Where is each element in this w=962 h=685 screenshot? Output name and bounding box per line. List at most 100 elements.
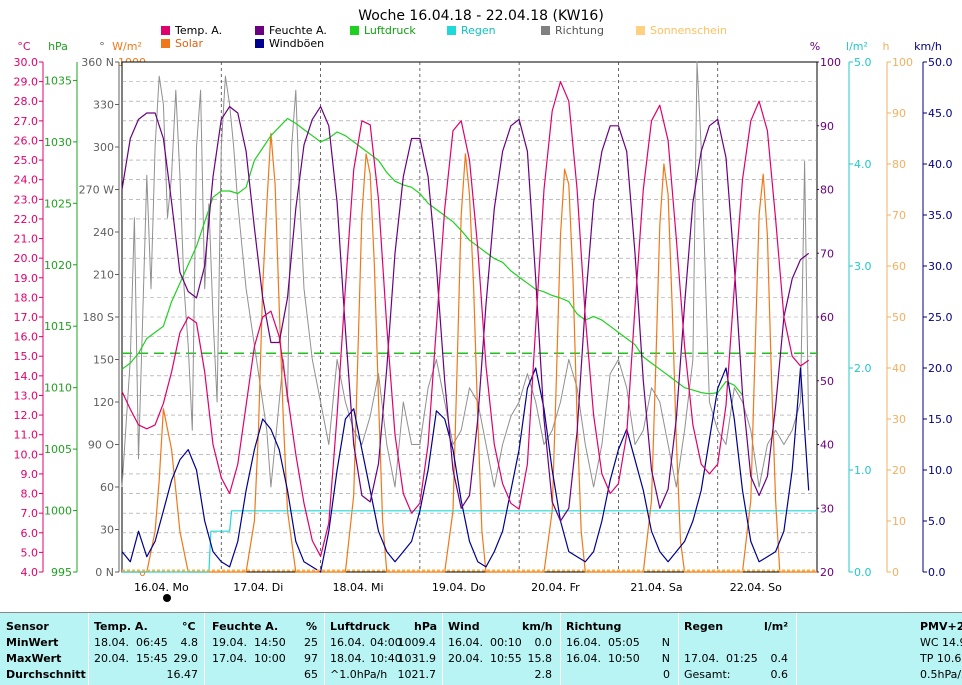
series-line-temp-a- [121, 80, 810, 557]
axis-tick-label: 14.0 [14, 370, 39, 383]
axis-tick-label: 6.0 [21, 527, 39, 540]
stats-press-date: 18.04. [330, 652, 365, 665]
axis-tick-label: 0 [892, 566, 899, 579]
axis-tick-label: 100 [892, 56, 913, 69]
axis-tick-label: 28.0 [14, 95, 39, 108]
axis-tick-label: 90 [892, 107, 906, 120]
stats-press-time: 10:40 [370, 652, 402, 665]
stats-pmv-value: 0.5hPa/3 [920, 668, 962, 681]
axis-tick-label: 26.0 [14, 134, 39, 147]
axis-tick-label: 25.0 [14, 154, 39, 167]
axis-tick-label: 80 [820, 184, 834, 197]
axis-tick-label: 30.0 [14, 56, 39, 69]
axis-tick-label: 10.0 [14, 448, 39, 461]
stats-dir-time: 10:50 [608, 652, 640, 665]
axis-tick-label: 330 [93, 99, 114, 112]
axis-tick-label: 100 [820, 56, 841, 69]
axis-tick-label: 1000 [44, 505, 72, 518]
axis-tick-label: 20.0 [928, 362, 953, 375]
x-axis-day-label: 17.04. Di [233, 581, 283, 594]
axis-tick-label: 30 [820, 502, 834, 515]
stats-header-rain-unit: l/m² [764, 620, 789, 633]
stats-rain-value: 0.6 [770, 668, 789, 681]
stats-row-label: Durchschnitt [6, 668, 86, 681]
stats-temp-value: 4.8 [180, 636, 199, 649]
axis-tick-label: 180 S [83, 311, 114, 324]
x-axis-labels: 16.04. Mo 17.04. Di 18.04. Mi 19.04. Do 20.0… [134, 581, 782, 602]
axis-tick-label: 210 [93, 269, 114, 282]
stats-row-label: MaxWert [6, 652, 62, 665]
axis-tick-label: 17.0 [14, 311, 39, 324]
stats-press-trend: ^1.0hPa/h [330, 668, 388, 681]
axis-tick-label: 50.0 [928, 56, 953, 69]
axis-unit-label: hPa [48, 40, 68, 53]
stats-wind-value: 15.8 [527, 652, 553, 665]
stats-temp-time: 06:45 [136, 636, 168, 649]
axis-tick-label: 1015 [44, 320, 72, 333]
legend-swatch [350, 26, 359, 35]
stats-hum-value: 97 [304, 652, 318, 665]
stats-press-value: 1031.9 [397, 652, 437, 665]
legend-label: Feuchte A. [269, 24, 327, 37]
stats-dir-date: 16.04. [566, 636, 601, 649]
x-axis-day-label: 18.04. Mi [333, 581, 384, 594]
stats-wind-date: 20.04. [448, 652, 483, 665]
legend-label: Regen [461, 24, 496, 37]
axis-tick-label: 20.0 [14, 252, 39, 265]
legend-label: Windböen [269, 37, 324, 50]
axis-tick-label: 90 O [88, 439, 114, 452]
axis-unit-label: h [883, 40, 890, 53]
legend-label: Richtung [555, 24, 604, 37]
axis-tick-label: 240 [93, 226, 114, 239]
statistics-panel: Sensor Temp. A. °C Feuchte A. % Luftdruc… [0, 612, 962, 685]
axis-tick-label: 27.0 [14, 115, 39, 128]
axis-tick-label: 0 N [95, 566, 114, 579]
legend-swatch [161, 26, 170, 35]
chart-title: Woche 16.04.18 - 22.04.18 (KW16) [358, 8, 604, 24]
stats-header-wind: Wind [448, 620, 480, 633]
x-axis-day-label: 16.04. Mo [134, 581, 189, 594]
axis-tick-label: 80 [892, 158, 906, 171]
axis-tick-label: 40 [820, 439, 834, 452]
stats-hum-time: 10:00 [254, 652, 286, 665]
stats-hum-time: 14:50 [254, 636, 286, 649]
x-axis-day-label: 22.04. So [730, 581, 782, 594]
axis-tick-label: 23.0 [14, 193, 39, 206]
axis-tick-label: 1030 [44, 136, 72, 149]
stats-header-temp-unit: °C [182, 620, 196, 633]
axis-tick-label: 995 [51, 566, 72, 579]
axis-tick-label: 12.0 [14, 409, 39, 422]
axis-tick-label: 3.0 [854, 260, 872, 273]
axis-tick-label: 1.0 [854, 464, 872, 477]
axis-tick-label: 1025 [44, 197, 72, 210]
legend-swatch [447, 26, 456, 35]
series-line-windb-en [121, 367, 810, 573]
axis-unit-label: W/m² [112, 40, 142, 53]
axis-tick-label: 40 [892, 362, 906, 375]
axis-tick-label: 5.0 [854, 56, 872, 69]
series-line-richtung [121, 61, 810, 488]
stats-hum-value: 65 [304, 668, 318, 681]
axis-tick-label: 22.0 [14, 213, 39, 226]
legend-label: Sonnenschein [650, 24, 727, 37]
axis-tick-label: 120 [93, 396, 114, 409]
stats-row-label: MinWert [6, 636, 59, 649]
axis-tick-label: 15.0 [928, 413, 953, 426]
axis-tick-label: 1020 [44, 259, 72, 272]
axis-tick-label: 5.0 [21, 546, 39, 559]
series-line-luftdruck [121, 117, 743, 396]
stats-header-press-unit: hPa [414, 620, 438, 633]
stats-press-time: 04:00 [370, 636, 402, 649]
stats-temp-time: 15:45 [136, 652, 168, 665]
x-axis-day-label: 20.04. Fr [531, 581, 580, 594]
axis-tick-label: 5.0 [928, 515, 946, 528]
stats-rain-time: 01:25 [726, 652, 758, 665]
stats-header-press: Luftdruck [330, 620, 390, 633]
stats-header-hum-unit: % [306, 620, 318, 633]
axis-tick-label: 70 [892, 209, 906, 222]
stats-press-value: 1021.7 [397, 668, 437, 681]
stats-header-wind-unit: km/h [522, 620, 553, 633]
axis-tick-label: 1035 [44, 74, 72, 87]
series-line-feuchte-a- [121, 105, 810, 522]
stats-wind-time: 00:10 [490, 636, 522, 649]
